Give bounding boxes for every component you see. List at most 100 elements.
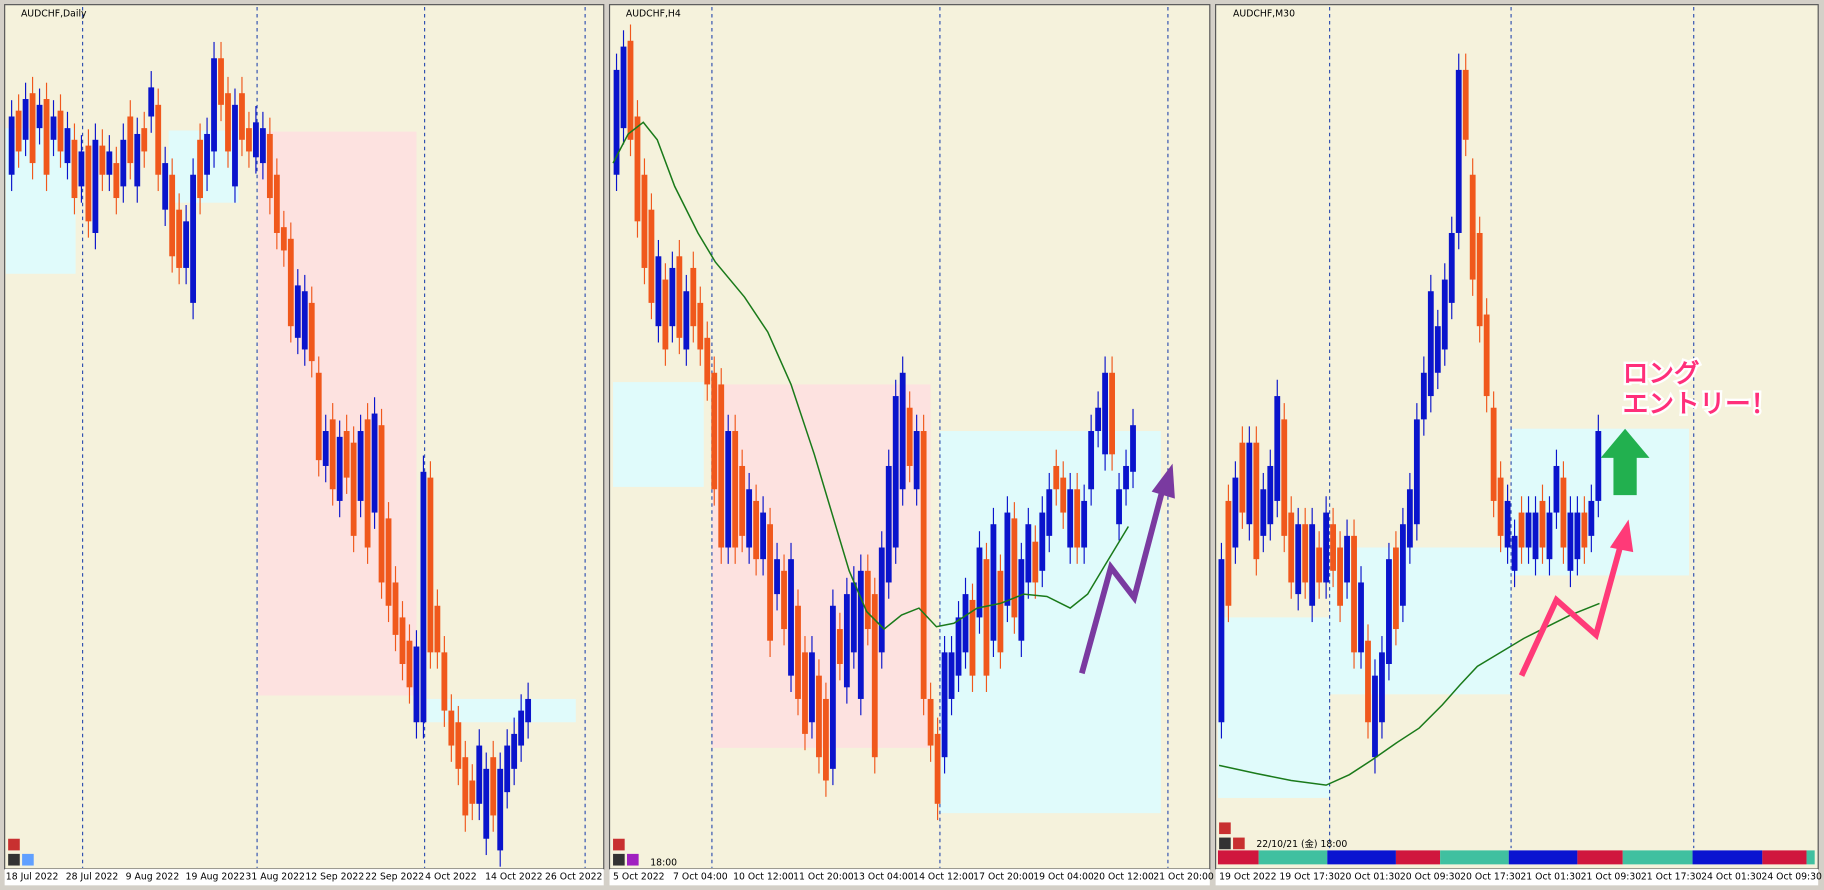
arrow-head [1609, 519, 1634, 553]
candle-body [739, 465, 746, 536]
candle-body [1420, 372, 1427, 420]
x-tick-label: 28 Jul 2022 [66, 872, 119, 883]
candle-body [127, 116, 134, 164]
x-tick-label: 31 Aug 2022 [245, 872, 305, 883]
candle-body [204, 133, 210, 175]
candle-body [969, 599, 976, 676]
x-tick-label: 24 Oct 09:30 [1761, 872, 1822, 883]
candles [8, 24, 1602, 867]
candle-body [1399, 524, 1406, 606]
candle-body [1393, 547, 1399, 630]
annotation: ロング [1623, 359, 1700, 389]
candle-body [746, 489, 753, 548]
candle-body [1504, 500, 1511, 548]
candle-body [85, 145, 92, 222]
candle-body [385, 518, 392, 606]
x-tick-label: 19 Oct 04:00 [1033, 872, 1094, 883]
candle-body [120, 139, 127, 187]
candle-body [697, 302, 704, 350]
x-tick-label: 20 Oct 09:30 [1400, 872, 1461, 883]
candle-body [134, 133, 141, 187]
candle-body [1406, 489, 1413, 548]
candle-body [1351, 535, 1357, 653]
candle-body [57, 110, 64, 152]
candle-body [983, 559, 990, 676]
candle-body [1581, 512, 1588, 548]
x-tick-label: 24 Oct 01:30 [1701, 872, 1762, 883]
candle-body [1497, 477, 1504, 536]
candle-body [955, 617, 962, 676]
x-tick-label: 13 Oct 04:00 [853, 872, 914, 883]
candle-body [225, 93, 231, 152]
x-tick-label: 20 Oct 12:00 [1093, 872, 1154, 883]
candle-body [43, 99, 50, 175]
candle-body [113, 163, 120, 199]
candle-body [301, 291, 308, 350]
candle-body [976, 547, 983, 618]
candle-body [350, 442, 357, 536]
axis-strip [609, 869, 1210, 886]
candle-body [322, 431, 329, 466]
annotation: エントリー！ [1623, 389, 1777, 419]
x-tick-label: 14 Oct 2022 [485, 872, 542, 883]
candle-body [280, 227, 287, 251]
candle-body [843, 594, 850, 688]
candle-body [836, 629, 843, 665]
candle-body [15, 110, 22, 152]
candle-body [64, 128, 71, 164]
candle-body [162, 163, 169, 210]
candle-body [1039, 512, 1046, 571]
candle-body [469, 780, 476, 804]
candle-body [829, 605, 836, 769]
candle-body [725, 431, 732, 548]
candle-body [683, 291, 690, 350]
candle-body [662, 279, 669, 350]
candle-body [850, 582, 857, 653]
candle-body [760, 512, 767, 560]
candle-body [197, 139, 203, 199]
zigzag-arrow [1079, 486, 1167, 675]
candle-body [1130, 425, 1136, 472]
candle-body [99, 145, 106, 175]
candle-body [78, 151, 85, 187]
separators [82, 6, 1695, 868]
candle-body [1053, 465, 1060, 490]
candle-body [420, 471, 427, 723]
axis-strip [1215, 869, 1819, 886]
x-tick-label: 20 Oct 17:30 [1460, 872, 1521, 883]
zigzag-arrow [1518, 540, 1625, 677]
candle-body [1004, 512, 1011, 606]
candle-body [253, 122, 259, 158]
candle-body [266, 133, 273, 199]
candle-body [634, 116, 641, 222]
candle-body [878, 547, 885, 653]
candle-body [92, 139, 99, 233]
x-tick-label: 14 Oct 12:00 [913, 872, 974, 883]
candle-body [22, 99, 29, 140]
candle-body [1525, 512, 1532, 548]
candle-body [155, 104, 162, 175]
candle-body [1011, 518, 1018, 618]
candle-body [732, 431, 739, 548]
candle-body [655, 256, 662, 327]
candle-body [169, 174, 176, 257]
candle-body [1218, 559, 1225, 723]
candle-body [148, 87, 155, 117]
candle-body [871, 594, 878, 758]
candle-body [246, 128, 252, 152]
candle-body [50, 116, 57, 140]
candle-body [927, 698, 934, 746]
x-tick-label: 11 Oct 20:00 [793, 872, 854, 883]
candle-body [497, 768, 504, 851]
candle-body [504, 745, 511, 793]
candle-body [329, 419, 336, 490]
candle-body [934, 733, 941, 804]
candle-body [1239, 442, 1246, 513]
candle-body [518, 710, 525, 746]
candle-body [864, 570, 871, 630]
candle-body [892, 396, 899, 548]
candle-body [1595, 431, 1602, 501]
candle-body [1295, 524, 1302, 595]
